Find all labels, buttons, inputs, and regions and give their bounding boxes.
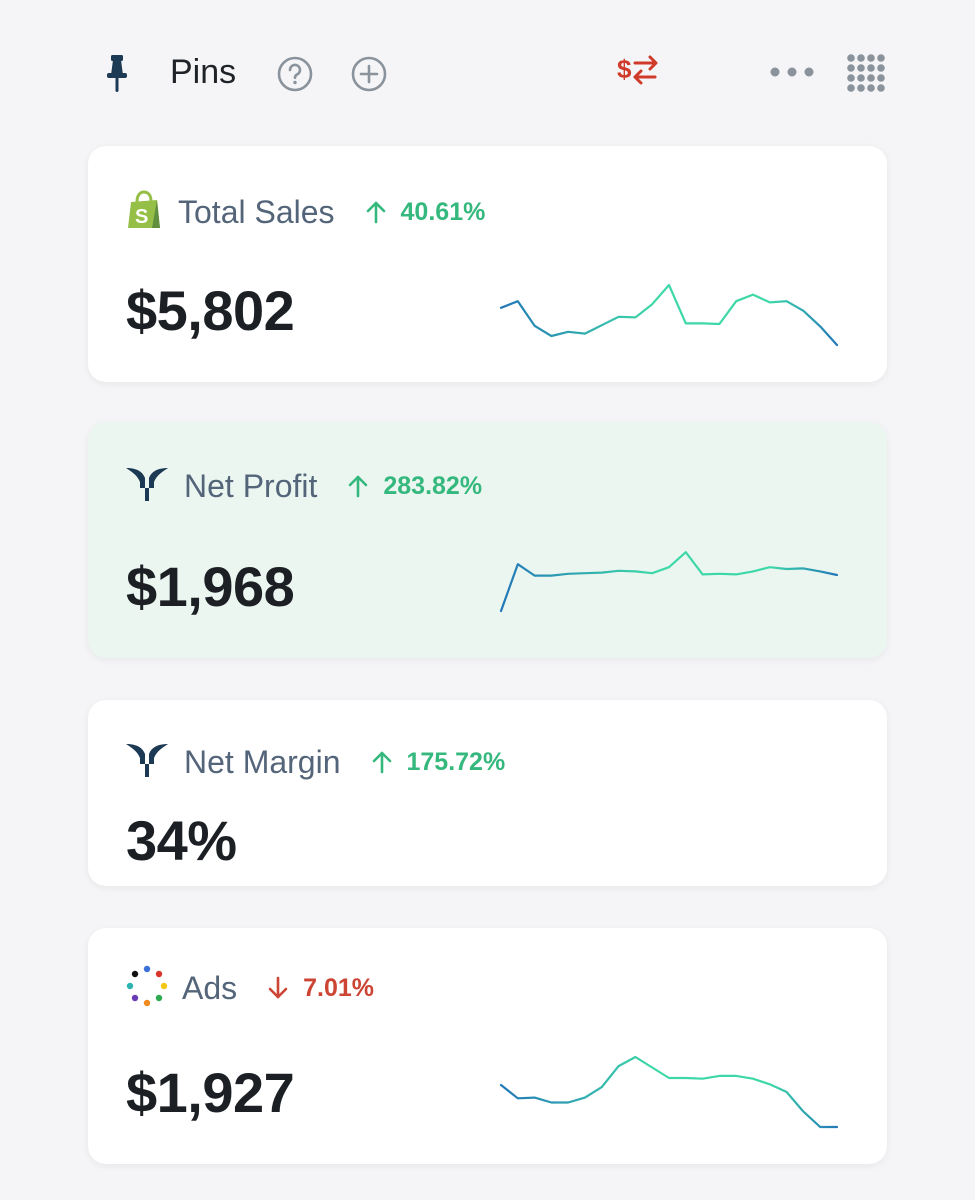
pin-icon: [102, 52, 132, 94]
metric-name: Net Margin: [184, 743, 341, 780]
pins-header: Pins $: [0, 0, 975, 140]
metric-card-total-sales[interactable]: S Total Sales 40.61% $5,802: [88, 146, 887, 382]
metric-value: $1,968: [126, 555, 295, 618]
svg-text:S: S: [135, 206, 148, 228]
metric-card-net-profit[interactable]: Net Profit 283.82% $1,968: [88, 422, 887, 658]
svg-text:$: $: [617, 54, 632, 84]
change-percent: 175.72%: [406, 747, 506, 776]
sparkline-chart: [499, 283, 839, 347]
more-icon[interactable]: [768, 62, 816, 82]
change-percent: 283.82%: [383, 471, 483, 500]
metric-value: $1,927: [126, 1061, 295, 1124]
brand-t-icon: [124, 466, 170, 507]
change-percent: 40.61%: [400, 197, 486, 226]
sparkline-path: [499, 1055, 839, 1129]
change-badge: 283.82%: [347, 472, 482, 501]
shopify-icon: S: [124, 189, 164, 235]
sparkline-chart: [499, 551, 839, 613]
change-percent: 7.01%: [303, 973, 375, 1002]
sparkline-chart: [499, 1055, 839, 1129]
metric-card-net-margin[interactable]: Net Margin 175.72% 34%: [88, 700, 887, 886]
currency-swap-icon[interactable]: $: [616, 52, 660, 88]
help-icon[interactable]: [276, 55, 314, 93]
add-icon[interactable]: [350, 55, 388, 93]
brand-t-icon: [124, 742, 170, 783]
arrow-down-icon: [268, 976, 288, 999]
arrow-up-icon: [366, 201, 385, 224]
sparkline-path: [499, 551, 839, 613]
change-badge: 40.61%: [365, 197, 486, 227]
metric-name: Net Profit: [184, 467, 318, 504]
page-title: Pins: [170, 52, 237, 91]
metric-card-ads[interactable]: Ads 7.01% $1,927: [88, 928, 887, 1164]
change-badge: 7.01%: [267, 974, 374, 1003]
sparkline-path: [499, 283, 839, 347]
grid-icon[interactable]: [845, 52, 887, 94]
metric-value: $5,802: [126, 279, 295, 342]
arrow-up-icon: [372, 751, 391, 774]
metric-value: 34%: [126, 809, 237, 872]
arrow-up-icon: [349, 475, 368, 498]
metric-name: Ads: [182, 969, 238, 1006]
ads-dots-icon: [124, 963, 170, 1014]
metric-name: Total Sales: [178, 193, 335, 230]
change-badge: 175.72%: [371, 747, 506, 777]
